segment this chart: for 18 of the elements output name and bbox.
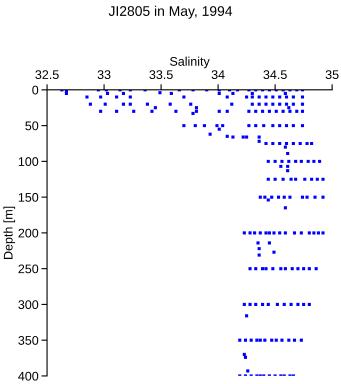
x-tick-label: 35 [326, 70, 339, 80]
x-tick-label: 32.5 [35, 70, 59, 80]
y-tick-label: 100 [18, 157, 38, 166]
x-tick-label: 33 [98, 70, 110, 80]
y-tick-label: 300 [18, 300, 38, 310]
x-tick-label: 34.5 [263, 70, 287, 80]
x-tick-label: 33.5 [149, 70, 173, 80]
y-tick-label: 200 [18, 228, 38, 238]
y-tick-label: 0 [32, 86, 38, 95]
x-axis-title: Salinity [170, 56, 210, 68]
y-axis-title: Depth [m] [3, 206, 16, 259]
y-tick-label: 150 [18, 192, 38, 202]
y-tick-label: 250 [18, 264, 38, 274]
chart-title: JI2805 in May, 1994 [108, 6, 232, 19]
y-tick-label: 50 [25, 121, 38, 130]
x-tick-label: 34 [212, 70, 225, 80]
y-tick-label: 350 [18, 336, 38, 345]
y-tick-label: 400 [18, 372, 38, 381]
